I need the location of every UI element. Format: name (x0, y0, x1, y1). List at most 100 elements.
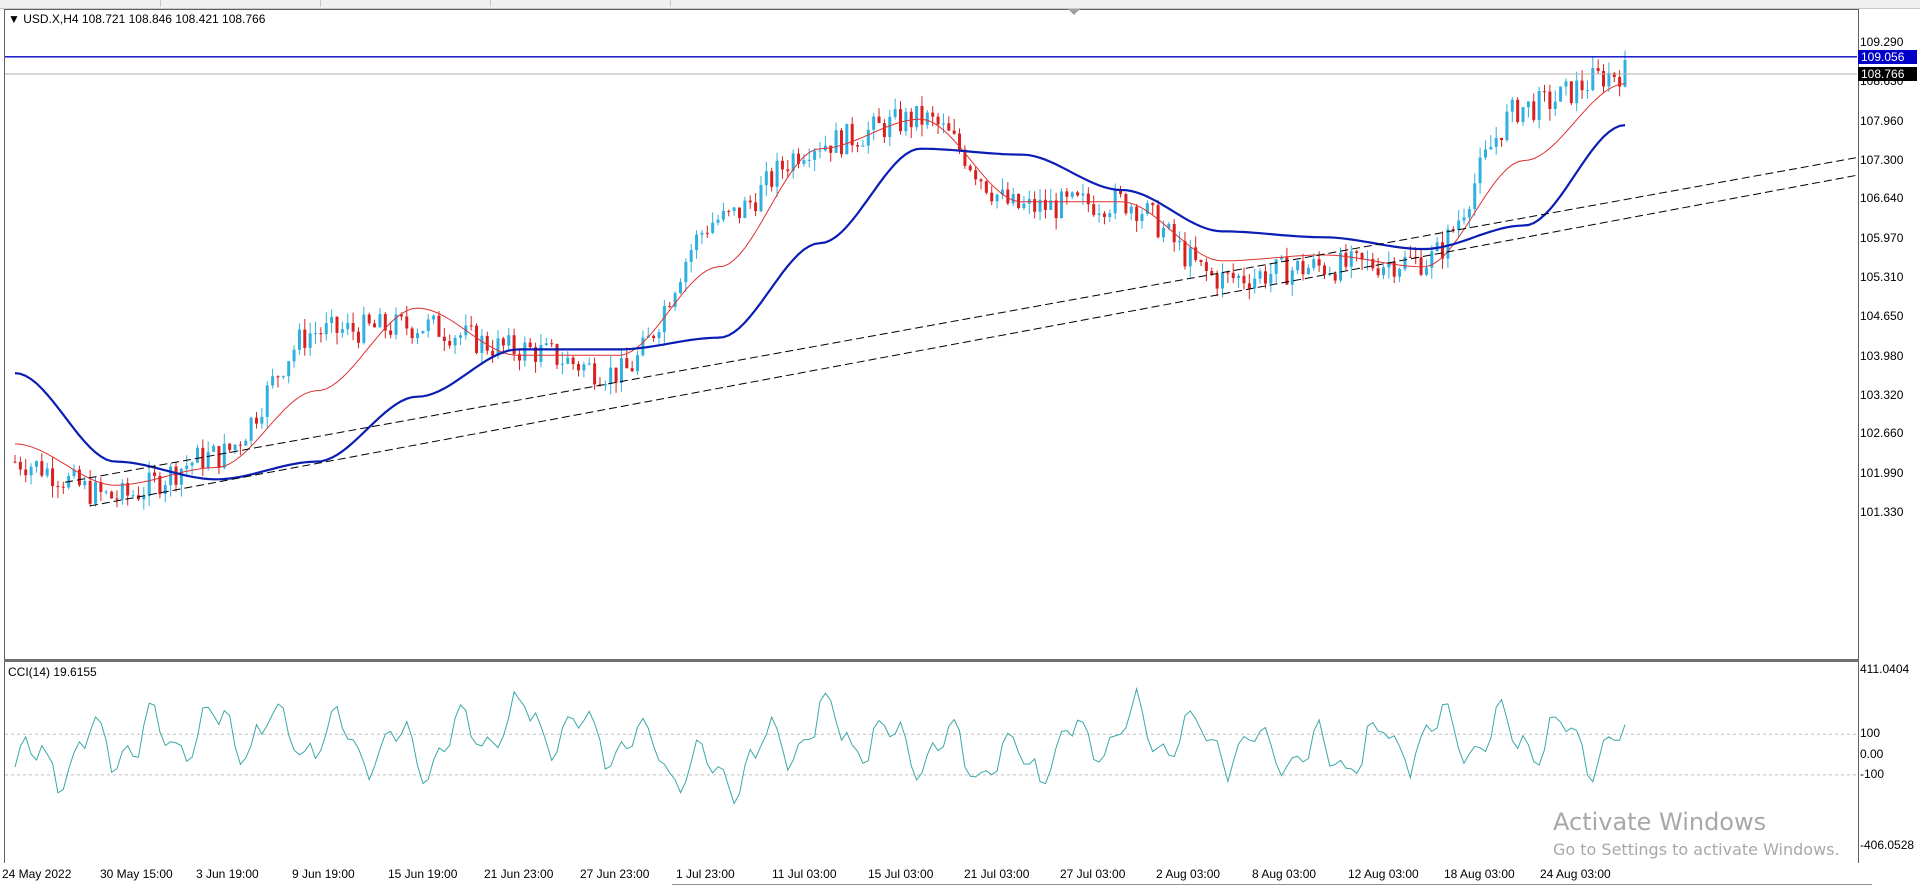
chart-tab[interactable] (490, 0, 671, 7)
candle (464, 314, 468, 340)
time-axis-label: 1 Jul 23:00 (676, 867, 735, 881)
candle (909, 108, 913, 139)
price-axis-label: 103.320 (1860, 387, 1904, 402)
candle (877, 108, 881, 124)
time-axis-label: 2 Aug 03:00 (1156, 867, 1221, 881)
candle (1387, 251, 1391, 279)
candles (13, 50, 1627, 510)
candle (668, 301, 672, 308)
cci-line (14, 686, 1626, 805)
candle (1092, 195, 1096, 217)
candle (18, 456, 22, 476)
candle (1543, 84, 1546, 102)
time-axis-label: 21 Jun 23:00 (484, 867, 554, 881)
candle (770, 167, 774, 192)
candle (577, 361, 580, 377)
candle (373, 319, 377, 328)
candle (212, 444, 216, 453)
candle (1419, 249, 1423, 277)
candle (442, 328, 446, 352)
chart-shift-marker[interactable] (1068, 9, 1080, 15)
candle (40, 453, 44, 478)
cci-axis[interactable]: 411.0404 100 0.00 -100 -406.0528 (1858, 662, 1920, 862)
price-axis[interactable]: 109.290 108.630 107.960 107.300 106.640 105.9… (1858, 9, 1920, 661)
candle (1060, 188, 1063, 219)
candle (807, 148, 811, 168)
candle (743, 196, 747, 219)
candle (1494, 126, 1498, 155)
candle (523, 336, 527, 367)
candle (45, 462, 49, 478)
candle (1258, 268, 1262, 284)
time-axis-label: 8 Aug 03:00 (1252, 867, 1317, 881)
trendline-upper[interactable] (64, 157, 1858, 483)
price-axis-label: 109.290 (1860, 35, 1904, 49)
candle (1559, 86, 1563, 102)
candle (330, 309, 334, 333)
candle (195, 444, 199, 463)
candle (1526, 101, 1530, 118)
candle (1376, 257, 1380, 278)
candle (1231, 263, 1235, 284)
ma-fast-line (14, 83, 1626, 486)
candle (1489, 135, 1493, 150)
candle (1618, 70, 1622, 97)
candle (1424, 259, 1428, 277)
candle (1204, 258, 1208, 282)
candle (1317, 251, 1321, 272)
pane-separator[interactable] (4, 659, 1859, 662)
candle (1221, 263, 1224, 298)
candle (711, 212, 715, 235)
chart-tab[interactable] (0, 0, 161, 7)
candle (818, 141, 822, 159)
candle (1086, 187, 1090, 213)
candle (1585, 80, 1589, 99)
candle (249, 416, 253, 446)
candle (1355, 249, 1359, 262)
candle (984, 180, 988, 195)
price-chart[interactable] (5, 10, 1858, 659)
candle (51, 457, 55, 498)
cci-indicator-label: CCI(14) 19.6155 (8, 665, 97, 679)
chart-tab[interactable] (320, 0, 491, 7)
candle (410, 326, 414, 344)
candle (920, 96, 924, 137)
cci-chart[interactable] (5, 662, 1857, 862)
trendline-lower[interactable] (89, 174, 1858, 507)
candle (1194, 236, 1198, 263)
candle (695, 230, 699, 259)
candle (1349, 245, 1353, 279)
candle (936, 113, 940, 134)
candle (1151, 202, 1155, 215)
time-axis[interactable]: 24 May 2022 30 May 15:00 3 Jun 19:00 9 Jun … (0, 863, 1920, 892)
candle (303, 319, 307, 356)
cci-axis-label: -406.0528 (1860, 838, 1915, 852)
candle (324, 312, 328, 341)
candle (738, 207, 741, 224)
candle (308, 322, 312, 356)
candle (882, 119, 886, 144)
candle (764, 161, 768, 197)
candle (662, 299, 666, 344)
candle (99, 477, 103, 501)
candle (13, 455, 17, 464)
candle (1328, 266, 1332, 277)
candle (394, 307, 398, 340)
chart-tab[interactable] (160, 0, 321, 7)
candle (915, 105, 919, 131)
candle (29, 463, 33, 485)
candle (260, 407, 264, 429)
watermark-line-1: Activate Windows (1553, 808, 1767, 836)
candle (1457, 210, 1461, 238)
candle (1038, 189, 1042, 221)
candle (791, 149, 795, 179)
candle (1537, 86, 1541, 129)
candle (1478, 147, 1482, 194)
candle (238, 441, 242, 456)
time-scroll-marker (672, 884, 1872, 889)
candle (560, 352, 564, 375)
candle (437, 311, 441, 338)
candle (990, 185, 994, 206)
cci-axis-label: 100 (1860, 726, 1881, 741)
candle (356, 327, 360, 349)
